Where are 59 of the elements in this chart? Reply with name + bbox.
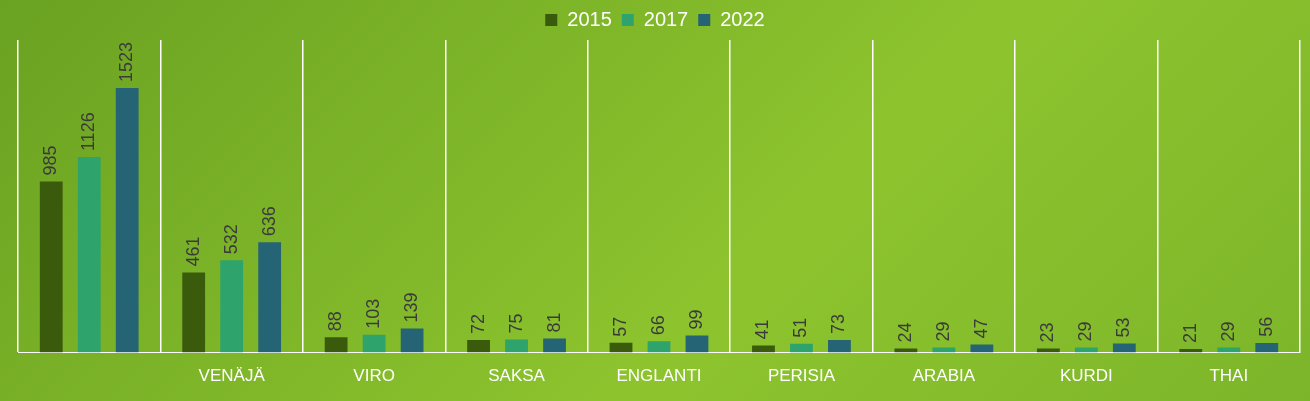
x-tick-label: VENÄJÄ (198, 366, 266, 386)
bar (467, 340, 490, 353)
data-label: 985 (40, 145, 61, 176)
bar (1112, 343, 1136, 353)
data-label: 23 (1037, 322, 1058, 343)
data-label: 51 (790, 317, 811, 338)
x-tick-label: SAKSA (488, 366, 546, 386)
data-label: 29 (1217, 321, 1238, 342)
bar (77, 157, 101, 353)
data-label: 24 (894, 322, 915, 343)
data-label: 73 (828, 313, 849, 334)
legend-label: 2017 (643, 7, 689, 30)
bar (182, 272, 206, 353)
bar (258, 242, 282, 353)
bar (1255, 342, 1279, 353)
bar (39, 181, 63, 353)
bar (362, 334, 386, 353)
bar (828, 339, 851, 353)
x-tick-label: ARABIA (912, 366, 976, 386)
bar (505, 339, 528, 353)
data-label: 21 (1179, 322, 1200, 343)
x-tick-label: VIRO (353, 366, 395, 386)
legend-label: 2015 (567, 7, 612, 30)
bar (543, 338, 566, 353)
data-label: 47 (970, 318, 991, 339)
data-label: 532 (220, 224, 241, 255)
x-tick-label: KURDI (1059, 366, 1113, 386)
data-label: 41 (752, 319, 773, 340)
bar (970, 344, 994, 353)
bar (685, 335, 709, 353)
data-label: 103 (363, 298, 384, 329)
data-label: 461 (182, 236, 203, 267)
data-label: 1126 (78, 112, 99, 152)
x-tick-label: ENGLANTI (616, 366, 702, 386)
bar (752, 345, 775, 353)
data-label: 29 (932, 321, 953, 342)
bar (115, 88, 139, 353)
data-label: 56 (1255, 316, 1276, 337)
bar (894, 348, 918, 353)
bar (324, 337, 348, 353)
data-label: 75 (505, 313, 526, 334)
data-label: 66 (647, 315, 668, 336)
data-label: 88 (325, 311, 346, 332)
data-label: 139 (401, 292, 422, 323)
bar (790, 343, 813, 353)
x-tick-label: PERISIA (767, 366, 836, 386)
data-label: 72 (467, 314, 488, 335)
data-label: 636 (258, 206, 279, 237)
data-label: 57 (609, 316, 630, 337)
bar (647, 341, 671, 353)
data-label: 29 (1075, 321, 1096, 342)
x-tick-label: THAI (1209, 366, 1249, 386)
bar (220, 260, 244, 353)
data-label: 1523 (116, 42, 137, 83)
data-label: 81 (543, 312, 564, 333)
legend-label: 2022 (720, 7, 765, 30)
bar (400, 328, 424, 353)
data-label: 53 (1113, 317, 1134, 338)
data-label: 99 (685, 309, 706, 330)
